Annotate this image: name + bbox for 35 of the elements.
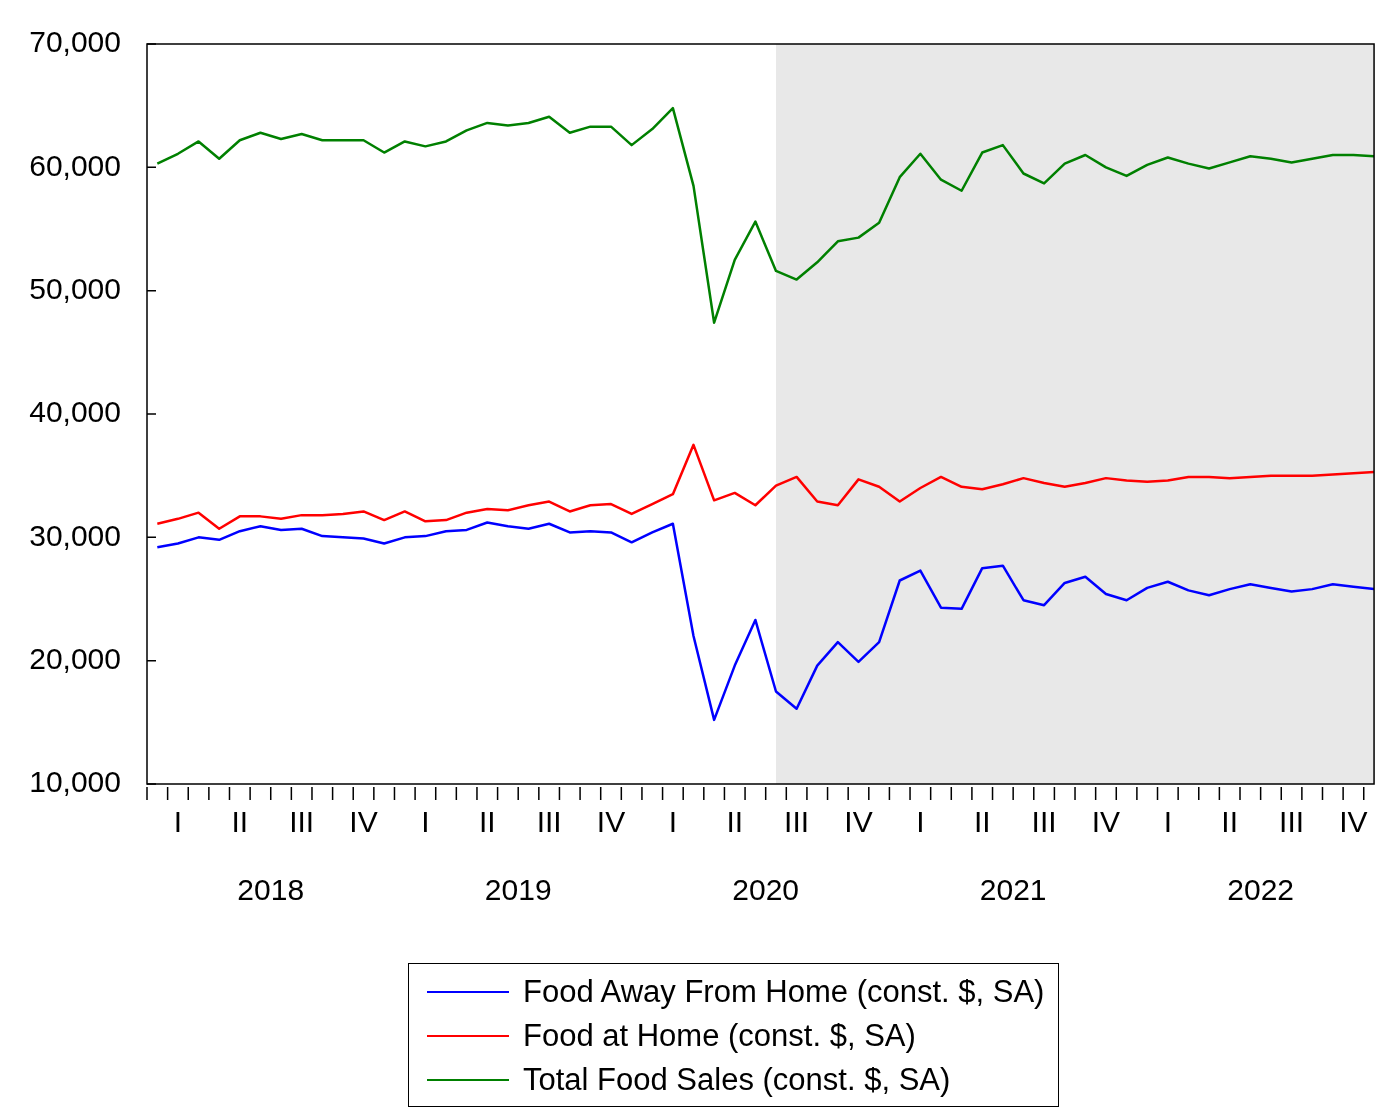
- text: IV: [596, 805, 626, 839]
- text: IV: [349, 805, 378, 839]
- y-tick-label: 70,000: [29, 25, 121, 59]
- text: II: [231, 805, 249, 839]
- text: II: [478, 805, 496, 839]
- text: III: [1031, 805, 1057, 839]
- text: III: [1279, 805, 1305, 839]
- text: II: [1221, 805, 1239, 839]
- y-tick-label: 40,000: [29, 395, 121, 429]
- x-tick-label: 2020: [732, 873, 800, 907]
- text: I: [916, 805, 925, 839]
- text: II: [726, 805, 744, 839]
- y-tick-label: 60,000: [29, 148, 121, 182]
- legend-label: Total Food Sales (const. $, SA): [523, 1061, 951, 1099]
- y-tick-label: 10,000: [29, 765, 121, 799]
- text: IV: [844, 805, 873, 839]
- text: III: [289, 805, 315, 839]
- text: II: [973, 805, 991, 839]
- text: I: [173, 805, 183, 839]
- legend-label: Food Away From Home (const. $, SA): [523, 973, 1045, 1011]
- text: III: [784, 805, 810, 839]
- y-tick-label: 50,000: [29, 271, 121, 305]
- y-tick-label: 30,000: [29, 518, 121, 552]
- text: IV: [1339, 805, 1368, 839]
- x-tick-label: 2021: [979, 873, 1047, 907]
- y-tick-label: 20,000: [29, 641, 121, 675]
- text: IV: [1091, 805, 1121, 839]
- x-tick-label: 2019: [484, 873, 552, 907]
- text: I: [668, 805, 678, 839]
- text: III: [536, 805, 562, 839]
- x-tick-label: 2018: [237, 873, 305, 907]
- x-tick-label: 2022: [1227, 873, 1295, 907]
- legend-label: Food at Home (const. $, SA): [523, 1017, 916, 1055]
- text: I: [1163, 805, 1172, 839]
- text: I: [421, 805, 430, 839]
